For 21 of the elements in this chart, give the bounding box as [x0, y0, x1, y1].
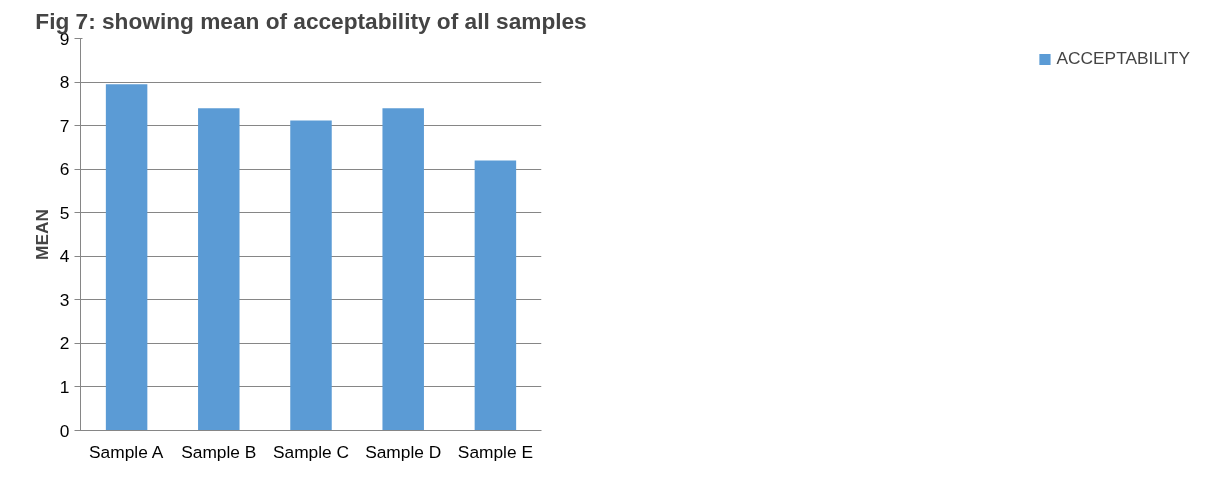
bar — [105, 84, 148, 431]
x-tick-label: Sample D — [365, 441, 442, 462]
y-tick-label: 2 — [59, 333, 70, 354]
y-tick-label: 3 — [59, 289, 70, 310]
y-tick-label: 8 — [59, 72, 70, 93]
y-tick-label: 6 — [59, 159, 70, 180]
x-tick-label: Sample A — [89, 441, 164, 462]
y-tick-label: 7 — [59, 115, 70, 136]
y-tick-label: 4 — [59, 246, 70, 267]
bar — [382, 108, 424, 431]
x-tick-label: Sample C — [272, 441, 350, 462]
bar — [290, 120, 332, 431]
x-tick-label: Sample E — [457, 441, 533, 462]
legend-label: ACCEPTABILITY — [1056, 48, 1190, 69]
y-tick-label: 5 — [59, 202, 70, 223]
y-tick-label: 1 — [59, 376, 70, 397]
bar — [474, 160, 517, 431]
x-tick-label: Sample B — [181, 441, 257, 462]
y-tick-label: 0 — [59, 420, 70, 441]
bar — [198, 108, 240, 431]
y-axis-title: MEAN — [31, 208, 52, 261]
